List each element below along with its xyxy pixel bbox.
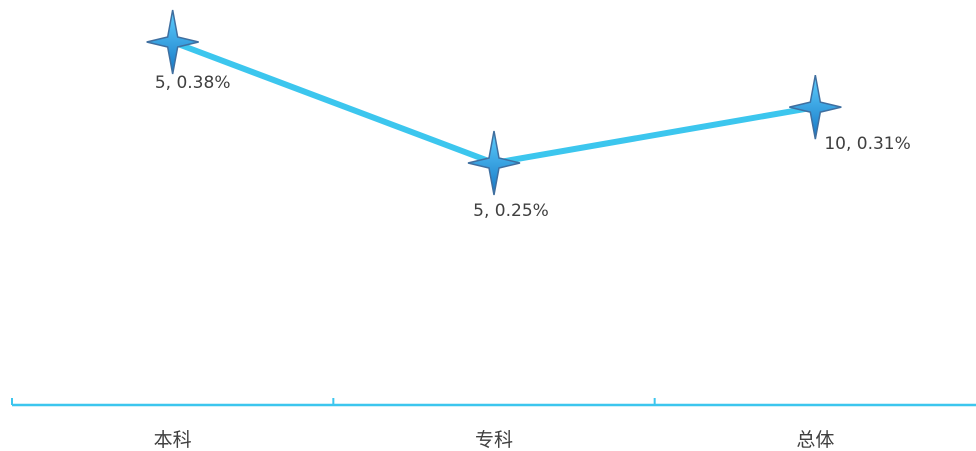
data-point-marker [467,130,521,196]
x-tick-label: 专科 [475,429,513,451]
x-tick-label: 本科 [154,429,192,451]
data-label: 5, 0.38% [155,73,231,93]
data-label: 5, 0.25% [473,201,549,221]
x-tick-label: 总体 [796,429,834,451]
data-point-marker [146,9,199,75]
data-point-marker [789,75,842,140]
data-label: 10, 0.31% [824,134,910,154]
